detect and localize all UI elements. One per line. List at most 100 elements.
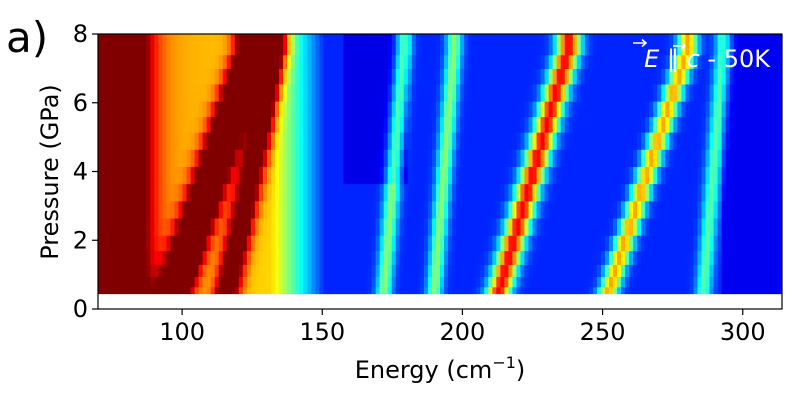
heatmap-cell [472,276,477,288]
heatmap-cell [238,200,244,219]
heatmap-cell [262,200,268,219]
heatmap-cell [242,101,248,118]
heatmap-cell [452,183,457,202]
heatmap-cell [138,54,143,69]
heatmap-cell [629,54,634,69]
heatmap-cell [367,235,373,252]
heatmap-cell [323,235,328,252]
heatmap-cell [552,276,558,288]
heatmap-cell [653,276,658,288]
heatmap-cell [773,217,779,236]
heatmap-cell [637,286,642,295]
heatmap-cell [391,286,397,295]
heatmap-cell [387,166,393,185]
heatmap-cell [303,276,308,288]
heatmap-cell [423,264,429,277]
heatmap-cell [214,250,220,265]
heatmap-cell [729,68,735,85]
heatmap-cell [238,68,244,85]
heatmap-cell [299,131,304,150]
heatmap-cell [492,149,497,167]
heatmap-cell [182,250,188,265]
heatmap-cell [226,217,232,236]
heatmap-cell [283,131,288,150]
heatmap-cell [536,235,542,252]
heatmap-cell [98,68,103,85]
heatmap-cell [460,200,465,219]
heatmap-cell [673,68,678,85]
heatmap-cell [552,166,558,185]
heatmap-cell [226,116,232,133]
heatmap-cell [701,286,707,295]
heatmap-cell [761,83,767,102]
heatmap-cell [464,250,469,265]
heatmap-cell [106,286,111,295]
heatmap-cell [492,166,497,185]
heatmap-cell [604,131,610,150]
heatmap-cell [705,276,711,288]
heatmap-cell [528,235,534,252]
heatmap-cell [214,34,220,56]
heatmap-cell [608,264,614,277]
heatmap-cell [592,34,598,56]
heatmap-cell [407,34,413,56]
heatmap-cell [568,264,574,277]
heatmap-cell [689,68,695,85]
heatmap-cell [114,68,119,85]
heatmap-cell [484,83,489,102]
heatmap-cell [580,116,586,133]
heatmap-cell [765,34,771,56]
heatmap-cell [283,101,288,118]
heatmap-cell [452,217,457,236]
heatmap-cell [528,264,534,277]
heatmap-cell [705,131,711,150]
heatmap-cell [721,68,727,85]
heatmap-cell [266,183,272,202]
heatmap-cell [98,54,103,69]
heatmap-cell [749,276,755,288]
heatmap-cell [725,68,731,85]
heatmap-cell [250,264,256,277]
heatmap-cell [363,286,369,295]
heatmap-cell [677,264,683,277]
heatmap-cell [158,166,163,185]
heatmap-cell [737,116,743,133]
heatmap-cell [777,276,782,288]
heatmap-cell [592,250,598,265]
heatmap-cell [464,217,469,236]
heatmap-cell [645,101,650,118]
heatmap-cell [399,276,405,288]
heatmap-cell [399,101,405,118]
heatmap-cell [600,217,606,236]
heatmap-cell [359,183,365,202]
heatmap-cell [299,166,304,185]
heatmap-cell [613,131,618,150]
heatmap-cell [769,200,775,219]
heatmap-cell [202,217,208,236]
heatmap-cell [411,276,417,288]
heatmap-cell [174,276,180,288]
heatmap-cell [266,276,272,288]
heatmap-cell [444,116,449,133]
heatmap-cell [170,131,176,150]
heatmap-cell [311,116,316,133]
heatmap-cell [544,200,550,219]
heatmap-cell [596,68,602,85]
heatmap-cell [697,217,703,236]
heatmap-cell [154,34,159,56]
heatmap-cell [279,200,284,219]
heatmap-cell [327,264,332,277]
heatmap-cell [403,83,409,102]
heatmap-cell [367,101,373,118]
heatmap-cell [98,235,103,252]
heatmap-cell [608,54,614,69]
heatmap-cell [741,149,747,167]
heatmap-cell [202,101,208,118]
heatmap-cell [669,264,674,277]
heatmap-cell [194,250,200,265]
heatmap-cell [387,83,393,102]
heatmap-cell [661,250,666,265]
heatmap-cell [230,276,236,288]
heatmap-cell [198,131,204,150]
heatmap-cell [331,54,336,69]
